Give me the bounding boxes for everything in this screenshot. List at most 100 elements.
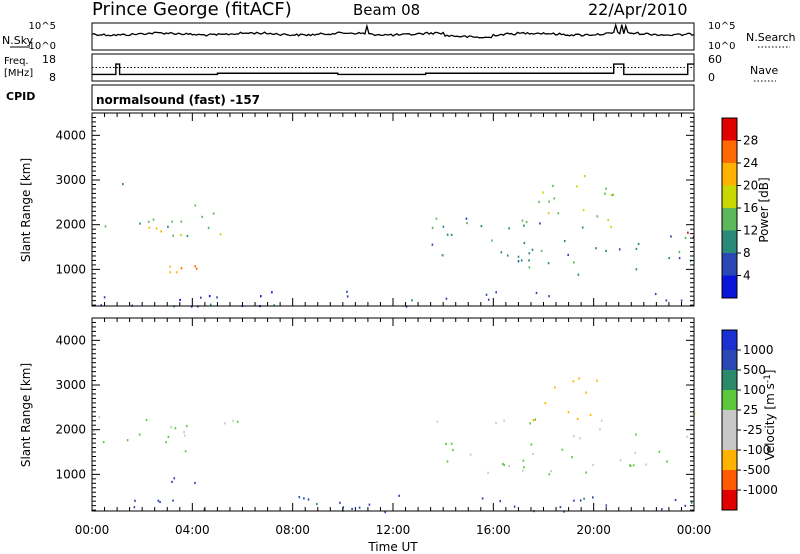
colorbar-tick-label: -1000 [743, 483, 778, 497]
power-cell [654, 292, 657, 296]
colorbar-segment [722, 230, 737, 253]
power-cell [540, 249, 543, 252]
velocity-cell [600, 419, 603, 422]
power-cell [523, 241, 526, 245]
freq-right-tick-top: 60 [708, 53, 722, 66]
velocity-cell [619, 459, 622, 462]
y-tick-label: 1000 [55, 467, 86, 481]
colorbar-tick-label: 4 [743, 269, 751, 283]
velocity-cell [583, 497, 585, 500]
power-cell [207, 226, 210, 229]
velocity-cell [572, 380, 575, 383]
power-cell [612, 193, 614, 196]
colorbar-tick-label: 20 [743, 179, 758, 193]
velocity-cell [544, 402, 547, 405]
power-cell [576, 185, 578, 188]
power-cell [201, 215, 203, 218]
colorbar-segment [722, 253, 737, 276]
velocity-cell [126, 439, 129, 442]
power-cell [466, 222, 468, 225]
velocity-cell [532, 419, 535, 422]
power-cell [687, 231, 689, 234]
velocity-cell [452, 449, 454, 452]
power-cell [670, 235, 672, 238]
power-cell [528, 266, 531, 269]
power-cell [194, 204, 197, 207]
power-cell [346, 295, 349, 298]
velocity-cell [436, 420, 439, 423]
velocity-cell [502, 462, 504, 465]
velocity-cell [529, 422, 531, 425]
velocity-cell [157, 499, 160, 502]
nave-label: Nave [750, 64, 778, 77]
velocity-cell [596, 379, 598, 382]
power-cell [637, 242, 640, 246]
velocity-cell [635, 433, 637, 436]
velocity-cell [358, 506, 361, 509]
power-cell [487, 298, 490, 301]
power-cell [552, 184, 554, 187]
velocity-cell [634, 451, 637, 454]
velocity-cell [658, 450, 661, 453]
velocity-cell [384, 511, 386, 514]
colorbar-tick-label: 16 [743, 201, 758, 215]
velocity-cell [578, 377, 580, 380]
colorbar-segment [722, 390, 737, 410]
velocity-cell [134, 499, 136, 502]
power-cell [450, 233, 453, 236]
power-cell [147, 220, 150, 223]
power-cell [180, 220, 183, 223]
colorbar-segment [722, 185, 737, 208]
power-axes: 1000 2000 3000 4000 [55, 112, 695, 306]
power-cell [435, 217, 438, 220]
velocity-cell [579, 437, 581, 440]
x-tick-label: 04:00 [175, 523, 210, 537]
power-cell [523, 224, 525, 227]
velocity-cell [550, 470, 552, 473]
x-tick-label: 16:00 [476, 523, 511, 537]
cpid-value: normalsound (fast) -157 [96, 93, 260, 107]
colorbar-segment [722, 208, 737, 231]
velocity-cell [522, 469, 524, 472]
velocity-cell [145, 418, 148, 422]
power-cell [446, 233, 449, 236]
power-cell [525, 220, 528, 224]
power-colorbar: 4 8 12 16 20 24 28 [721, 117, 758, 299]
colorbar-tick-label: 12 [743, 224, 758, 238]
velocity-cell [487, 471, 489, 474]
colorbar-segment [722, 140, 737, 163]
power-cell [208, 295, 211, 298]
velocity-cell [184, 450, 187, 453]
noise-series-line [91, 22, 695, 39]
velocity-cell [307, 498, 310, 501]
cpid-panel-frame [91, 84, 695, 111]
power-cell [171, 220, 173, 223]
power-cell [517, 260, 520, 263]
colorbar-segment [722, 370, 737, 390]
power-cell [431, 226, 434, 229]
velocity-cell [469, 453, 472, 456]
y-tick-label: 1000 [55, 262, 86, 276]
velocity-cell [559, 506, 562, 509]
power-cell [411, 299, 413, 302]
velocity-cell [398, 494, 400, 497]
velocity-cell [629, 464, 631, 467]
velocity-cell [686, 435, 688, 438]
power-cell [209, 303, 212, 306]
velocity-cell [368, 503, 371, 506]
power-cell [539, 222, 541, 225]
velocity-cell [236, 420, 239, 423]
power-cell [152, 218, 155, 221]
colorbar-tick-label: -100 [743, 443, 770, 457]
y-tick-label: 4000 [55, 333, 86, 347]
colorbar-segment [722, 350, 737, 370]
x-axis-label: Time UT [367, 540, 418, 554]
power-cell [491, 239, 493, 242]
freq-right-tick-bottom: 0 [708, 71, 715, 84]
power-cell [495, 291, 497, 294]
power-cell [155, 227, 158, 230]
power-cell [195, 267, 198, 270]
power-cell [684, 236, 687, 239]
velocity-cell [579, 499, 582, 502]
velocity-cell [481, 497, 484, 500]
